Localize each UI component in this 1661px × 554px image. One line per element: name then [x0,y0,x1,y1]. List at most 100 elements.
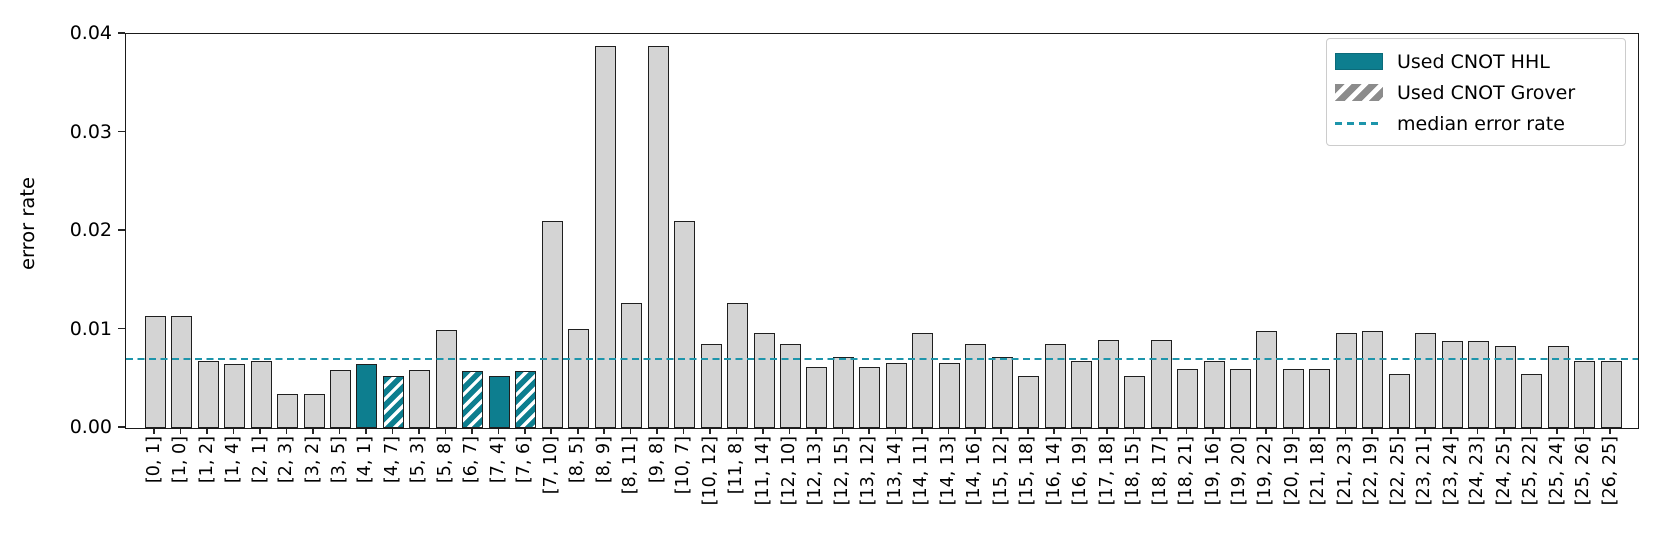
bar [1600,361,1622,428]
x-tick-label: [1, 0] [170,436,191,484]
x-tick [1397,428,1400,434]
x-tick-label: [8, 5] [567,436,588,484]
y-tick [118,426,125,428]
x-tick [153,428,155,434]
x-tick-label: [24, 25] [1493,436,1514,506]
legend-label-used-cnot-grover: Used CNOT Grover [1397,81,1576,104]
bar [1388,373,1410,428]
x-tick-label: [3, 2] [302,436,323,484]
x-tick-label: [23, 21] [1414,436,1435,506]
x-tick-label: [19, 22] [1255,436,1276,506]
bar [1335,333,1357,428]
bar [1150,340,1172,428]
x-tick-label: [12, 13] [805,436,826,506]
bar [1071,361,1093,428]
bar [488,375,510,428]
bar [409,369,431,428]
y-tick-label: 0.04 [69,22,112,44]
x-tick [603,428,605,434]
bar [965,344,987,428]
x-tick-label: [5, 3] [408,436,429,484]
y-tick [118,32,125,34]
y-tick [118,229,125,231]
x-tick-label: [20, 19] [1281,436,1302,506]
bar [700,344,722,428]
x-tick-label: [13, 14] [884,436,905,506]
bar [1468,341,1490,428]
bar [435,329,457,428]
y-tick-label: 0.01 [69,317,112,340]
bar [859,366,881,428]
bar [197,361,219,428]
bar [171,315,193,428]
bar [885,363,907,428]
bar [1309,368,1331,428]
bar [1362,330,1384,428]
y-tick-label: 0.02 [69,219,112,241]
x-tick-label: [25, 26] [1573,436,1594,506]
legend-item-used-cnot-hhl: Used CNOT HHL [1335,46,1625,77]
x-tick-label: [18, 21] [1176,436,1197,506]
legend: Used CNOT HHL Used CNOT Grover median er… [1326,38,1626,146]
bar [1044,344,1066,428]
legend-swatch-hatched-gray [1335,84,1383,101]
x-tick [338,428,341,434]
x-tick [1053,428,1055,434]
x-tick [788,428,791,434]
x-tick-label: [22, 25] [1387,436,1408,506]
x-tick [1265,428,1267,434]
x-tick-label: [5, 8] [434,436,455,484]
x-tick-label: [11, 14] [752,436,773,506]
x-tick-label: [26, 25] [1599,436,1620,506]
x-tick [523,428,526,434]
bar [382,375,404,428]
y-tick-label: 0.03 [69,120,112,143]
x-tick-label: [1, 4] [223,436,244,484]
x-tick-label: [14, 16] [964,436,985,506]
x-tick-label: [18, 15] [1123,436,1144,506]
x-tick [444,428,447,434]
x-tick [1185,428,1188,434]
legend-item-median-error-rate: median error rate [1335,108,1625,139]
x-tick-label: [9, 8] [646,436,667,484]
x-tick-label: [15, 12] [990,436,1011,506]
x-tick [1159,428,1161,434]
legend-item-used-cnot-grover: Used CNOT Grover [1335,77,1625,108]
x-tick [709,428,711,434]
bar [303,393,325,428]
x-tick-label: [2, 3] [276,436,297,484]
x-tick [762,428,764,434]
x-tick [815,428,817,434]
x-tick-label: [22, 19] [1361,436,1382,506]
x-tick [894,428,897,434]
bar [1415,333,1437,428]
legend-label-used-cnot-hhl: Used CNOT HHL [1397,50,1550,73]
x-tick [550,428,553,434]
x-tick [576,428,579,434]
bar [1018,375,1040,428]
bar [541,221,563,428]
bar [621,302,643,428]
median-error-rate-line [126,358,1638,361]
x-tick-label: [25, 22] [1520,436,1541,506]
x-tick [921,428,923,434]
x-tick [1609,428,1611,434]
y-tick-label: 0.00 [69,416,112,438]
x-tick [1529,428,1532,434]
x-tick [1238,428,1241,434]
x-tick-label: [7, 6] [514,436,535,484]
x-tick-label: [1, 2] [196,436,217,484]
y-axis-label: error rate [16,177,39,271]
x-tick [1318,428,1320,434]
x-tick [259,428,261,434]
x-tick [1450,428,1453,434]
bar [594,45,616,428]
bar [938,363,960,428]
x-tick [1344,428,1347,434]
bar [1547,346,1569,428]
bar [462,370,484,428]
bar [329,369,351,428]
x-tick-label: [4, 1] [355,436,376,484]
x-tick-label: [25, 24] [1546,436,1567,506]
x-tick [841,428,844,434]
